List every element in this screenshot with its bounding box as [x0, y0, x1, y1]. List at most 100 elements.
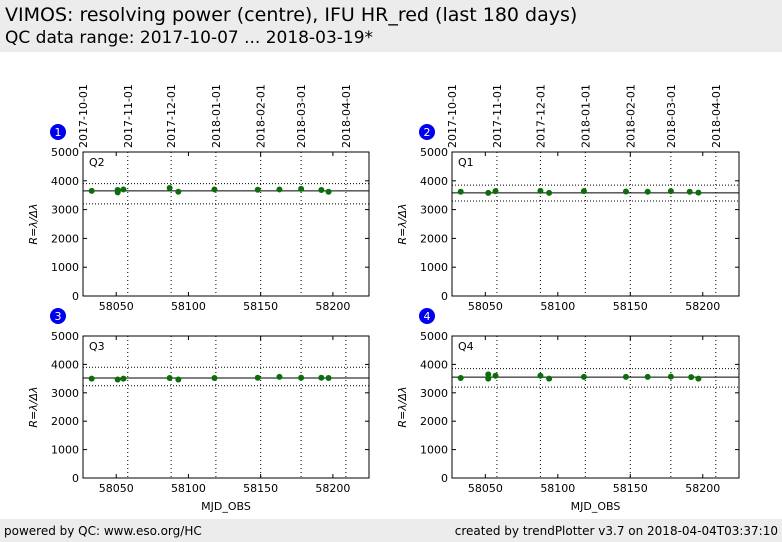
chart-panel-2: 0 1000 2000 3000 4000 5000 58050 58100 58150 5820…	[396, 84, 740, 313]
data-point	[254, 374, 261, 381]
panel-label: Q4	[458, 340, 474, 353]
data-point	[114, 376, 121, 383]
date-tick-label: 2018-02-01	[624, 84, 637, 148]
chart-panel-3: 0 1000 2000 3000 4000 5000 58050 58100 58150 5820…	[27, 308, 370, 513]
plot-frame	[82, 151, 370, 297]
data-point	[485, 189, 492, 196]
y-tick-label: 2000	[420, 415, 448, 428]
date-tick-label: 2018-02-01	[255, 84, 268, 148]
date-tick-label: 2018-01-01	[210, 84, 223, 148]
data-point	[492, 372, 499, 379]
data-point	[622, 188, 629, 195]
data-point	[546, 189, 553, 196]
panel-label: Q3	[89, 340, 105, 353]
y-tick-label: 0	[72, 290, 79, 303]
data-point	[88, 375, 95, 382]
x-tick-label: 58150	[243, 300, 278, 313]
data-point	[667, 373, 674, 380]
data-point	[254, 186, 261, 193]
panel-number-badge	[419, 308, 435, 324]
data-point	[211, 375, 218, 382]
data-point	[667, 188, 674, 195]
date-tick-label: 2018-01-01	[579, 84, 592, 148]
y-tick-label: 2000	[420, 232, 448, 245]
data-point	[695, 375, 702, 382]
x-tick-label: 58150	[243, 482, 278, 495]
data-point	[537, 372, 544, 379]
page-title: VIMOS: resolving power (centre), IFU HR_…	[5, 4, 578, 26]
y-tick-label: 1000	[420, 261, 448, 274]
y-axis-label: R=λ/Δλ	[27, 203, 40, 244]
plot-frame	[451, 151, 740, 297]
y-axis-label: R=λ/Δλ	[396, 386, 409, 427]
x-tick-label: 58050	[99, 300, 134, 313]
data-point	[298, 185, 305, 192]
footer-credit: powered by QC: www.eso.org/HC	[4, 524, 202, 538]
data-point	[276, 186, 283, 193]
data-point	[485, 371, 492, 378]
data-point	[318, 374, 325, 381]
x-tick-label: 58150	[613, 482, 648, 495]
x-tick-label: 58100	[540, 482, 575, 495]
data-point	[457, 375, 464, 382]
data-point	[537, 187, 544, 194]
date-tick-label: 2017-11-01	[491, 84, 504, 148]
date-tick-label: 2017-10-01	[77, 84, 90, 148]
panel-number: 3	[55, 310, 62, 323]
data-point	[580, 188, 587, 195]
y-tick-label: 5000	[420, 330, 448, 343]
panel-number: 4	[424, 310, 431, 323]
date-tick-label: 2017-10-01	[446, 84, 459, 148]
data-point	[318, 187, 325, 194]
data-point	[695, 189, 702, 196]
y-tick-label: 5000	[51, 330, 79, 343]
y-tick-label: 1000	[51, 444, 79, 457]
data-point	[457, 188, 464, 195]
y-tick-label: 2000	[51, 232, 79, 245]
x-tick-label: 58050	[468, 300, 503, 313]
y-axis-label: R=λ/Δλ	[27, 386, 40, 427]
y-tick-label: 2000	[51, 415, 79, 428]
date-tick-label: 2018-04-01	[340, 84, 353, 148]
page-subtitle: QC data range: 2017-10-07 ... 2018-03-19…	[5, 28, 374, 48]
data-point	[166, 375, 173, 382]
panel-label: Q1	[458, 156, 474, 169]
date-tick-label: 2017-12-01	[534, 84, 547, 148]
chart-panel-1: 0 1000 2000 3000 4000 5000 58050 58100 58150 5820…	[27, 84, 370, 313]
data-point	[120, 375, 127, 382]
y-tick-label: 5000	[51, 146, 79, 159]
date-tick-label: 2018-04-01	[710, 84, 723, 148]
y-tick-label: 4000	[420, 358, 448, 371]
plot-frame	[82, 335, 370, 479]
x-tick-label: 58050	[99, 482, 134, 495]
data-point	[276, 373, 283, 380]
y-tick-label: 0	[441, 472, 448, 485]
y-tick-label: 4000	[420, 175, 448, 188]
footer-generator: created by trendPlotter v3.7 on 2018-04-…	[454, 524, 778, 538]
date-tick-label: 2018-03-01	[295, 84, 308, 148]
panel-label: Q2	[89, 156, 105, 169]
x-tick-label: 58200	[315, 300, 350, 313]
x-tick-label: 58200	[685, 300, 720, 313]
date-tick-label: 2018-03-01	[665, 84, 678, 148]
x-tick-label: 58200	[315, 482, 350, 495]
data-point	[175, 188, 182, 195]
x-tick-label: 58150	[613, 300, 648, 313]
y-axis-label: R=λ/Δλ	[396, 203, 409, 244]
data-point	[485, 375, 492, 382]
y-tick-label: 1000	[420, 444, 448, 457]
x-tick-label: 58200	[685, 482, 720, 495]
data-point	[175, 376, 182, 383]
y-tick-label: 3000	[51, 204, 79, 217]
data-point	[211, 186, 218, 193]
footer: powered by QC: www.eso.org/HC created by…	[0, 519, 782, 542]
data-point	[688, 374, 695, 381]
y-tick-label: 4000	[51, 175, 79, 188]
data-point	[644, 373, 651, 380]
data-point	[622, 373, 629, 380]
y-tick-label: 1000	[51, 261, 79, 274]
data-point	[686, 188, 693, 195]
x-tick-label: 58100	[540, 300, 575, 313]
plot-frame	[451, 335, 740, 479]
x-tick-label: 58100	[171, 300, 206, 313]
